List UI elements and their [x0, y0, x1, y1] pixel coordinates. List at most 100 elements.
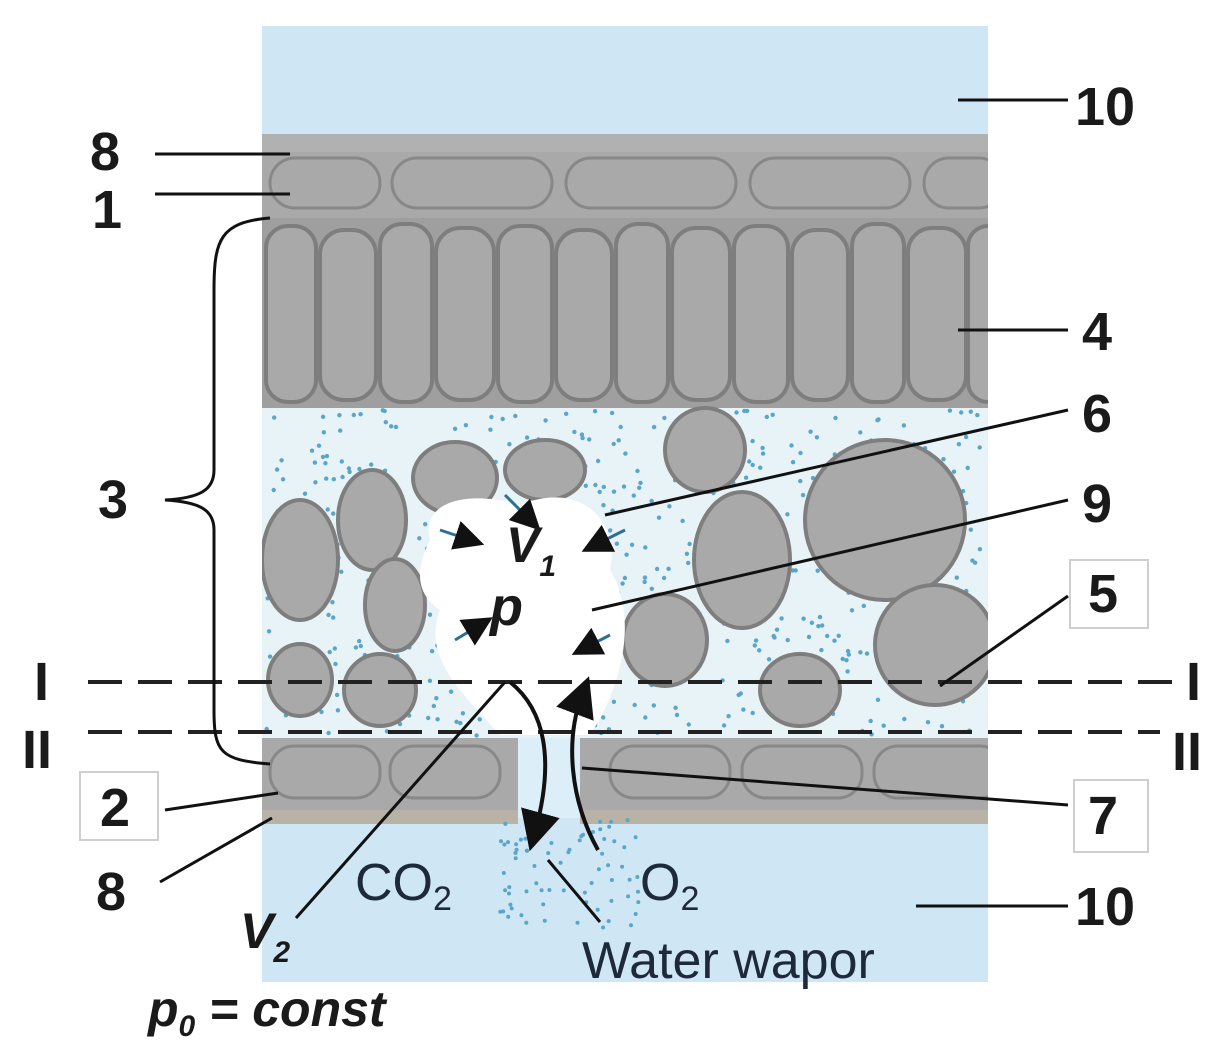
vapor-dot	[502, 842, 507, 847]
vapor-dot	[434, 696, 439, 701]
label-water-vapor: Water wapor	[582, 932, 875, 990]
vapor-dot	[858, 430, 863, 435]
vapor-dot	[622, 845, 627, 850]
vapor-dot	[611, 699, 617, 704]
spongy-cells	[262, 406, 988, 728]
vapor-dot	[382, 408, 387, 414]
vapor-dot	[622, 575, 628, 581]
vapor-dot	[309, 448, 315, 453]
vapor-dot	[524, 920, 529, 925]
vapor-dot	[514, 847, 519, 852]
vapor-dot	[302, 491, 308, 496]
vapor-dot	[595, 907, 600, 912]
label-8-bottom: 8	[96, 862, 126, 922]
vapor-dot	[956, 442, 962, 447]
vapor-dot	[656, 515, 662, 520]
vapor-dot	[331, 511, 336, 516]
vapor-dot	[357, 638, 362, 644]
vapor-dot	[840, 656, 845, 662]
vapor-dot	[339, 459, 344, 464]
vapor-dot	[954, 575, 959, 580]
vapor-dot	[507, 442, 512, 447]
vapor-dot	[972, 560, 978, 565]
vapor-dot	[633, 912, 638, 916]
vapor-dot	[454, 719, 459, 724]
vapor-dot	[636, 889, 640, 894]
vapor-dot	[558, 860, 563, 865]
vapor-dot	[500, 416, 505, 422]
vapor-dot	[507, 891, 511, 896]
vapor-dot	[333, 661, 338, 667]
vapor-dot	[397, 721, 403, 727]
vapor-dot	[673, 705, 678, 710]
vapor-dot	[474, 733, 479, 738]
vapor-dot	[601, 484, 606, 490]
vapor-dot	[313, 480, 318, 485]
label-8-top: 8	[90, 122, 120, 182]
vapor-dot	[864, 651, 870, 656]
lower-epidermis-cells	[268, 744, 988, 800]
vapor-dot	[509, 906, 514, 911]
vapor-dot	[618, 424, 623, 430]
vapor-dot	[501, 871, 506, 875]
vapor-dot	[614, 541, 620, 546]
vapor-dot	[593, 482, 598, 488]
vapor-dot	[977, 445, 982, 450]
vapor-dot	[612, 839, 617, 844]
vapor-dot	[637, 485, 642, 490]
vapor-dot	[331, 615, 336, 620]
vapor-dot	[316, 443, 322, 448]
vapor-dot	[324, 453, 330, 459]
vapor-dot	[758, 465, 763, 470]
vapor-dot	[825, 633, 830, 639]
vapor-dot	[609, 819, 614, 824]
vapor-dot	[340, 474, 345, 480]
vapor-dot	[651, 424, 657, 430]
vapor-dot	[607, 824, 612, 829]
vapor-dot	[331, 477, 336, 482]
vapor-dot	[266, 629, 272, 634]
vapor-dot	[423, 522, 428, 527]
label-4: 4	[1082, 302, 1112, 362]
vapor-dot	[601, 925, 606, 930]
vapor-dot	[337, 413, 342, 418]
vapor-dot	[819, 647, 824, 653]
vapor-dot	[514, 842, 519, 847]
symbol-v1: V1	[506, 517, 556, 583]
vapor-dot	[323, 461, 328, 466]
vapor-dot	[346, 466, 352, 471]
vapor-dot	[489, 414, 494, 420]
vapor-dot	[626, 894, 631, 899]
vapor-dot	[383, 420, 388, 425]
vapor-dot	[975, 412, 980, 418]
vapor-dot	[549, 841, 554, 845]
vapor-dot	[741, 707, 746, 712]
vapor-dot	[947, 408, 953, 413]
vapor-dot	[600, 851, 605, 856]
vapor-dot	[636, 900, 641, 905]
co2-arrow	[508, 680, 560, 852]
vapor-dot	[760, 445, 765, 451]
vapor-dot	[666, 566, 671, 571]
vapor-dot	[566, 850, 571, 855]
vapor-dot	[267, 654, 273, 659]
vapor-dot	[959, 410, 964, 415]
vapor-dot	[595, 458, 601, 464]
vapor-dot	[351, 412, 356, 418]
vapor-dot	[635, 468, 640, 474]
vapor-dot	[686, 722, 691, 727]
vapor-dot	[726, 714, 731, 719]
label-I-right: I	[1186, 652, 1201, 712]
vapor-dot	[674, 712, 680, 718]
vapor-dot	[846, 652, 851, 657]
vapor-dot	[785, 512, 790, 517]
vapor-dot	[513, 851, 518, 855]
formula-p0: p0 = const	[146, 981, 388, 1043]
vapor-dot	[844, 658, 849, 663]
vapor-dot	[649, 586, 654, 591]
lower-epidermis	[262, 738, 988, 810]
vapor-dot	[629, 542, 635, 547]
label-10-bottom: 10	[1075, 877, 1135, 937]
vapor-dot	[513, 413, 518, 419]
vapor-dot	[587, 437, 592, 442]
